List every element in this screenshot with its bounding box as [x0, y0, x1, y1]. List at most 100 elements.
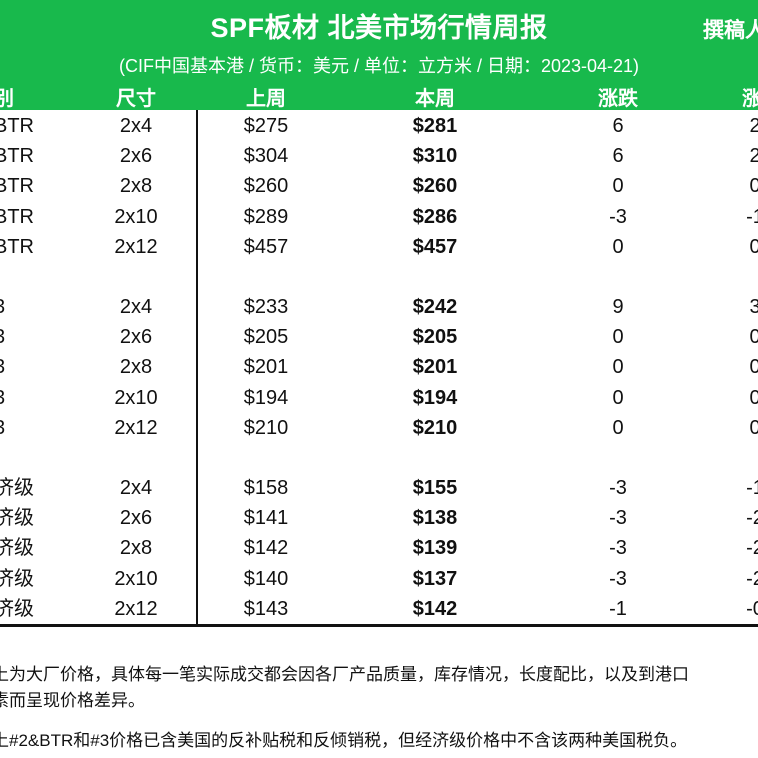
- this-week-price-cell: $139: [412, 537, 458, 560]
- size-cell: 2x10: [114, 386, 158, 409]
- change-cell: 0: [612, 356, 624, 379]
- last-week-price-cell: $210: [243, 416, 289, 439]
- change-percent-cell: 2: [749, 115, 758, 137]
- grade-cell: BTR: [0, 115, 34, 137]
- grade-cell: 3: [0, 295, 5, 319]
- change-percent-cell: 0: [749, 326, 758, 349]
- this-week-price-cell: $201: [412, 356, 458, 379]
- this-week-price-cell: $137: [412, 567, 458, 590]
- size-cell: 2x8: [119, 537, 153, 560]
- column-header-grade: 别: [0, 88, 14, 110]
- footnote-line: 素而呈现价格差异。: [0, 691, 145, 710]
- size-cell: 2x10: [114, 205, 158, 228]
- change-percent-cell: 0: [749, 235, 758, 258]
- column-header-change: 涨跌: [598, 88, 638, 110]
- last-week-price-cell: $289: [243, 205, 289, 228]
- grade-cell: 3: [0, 416, 5, 440]
- author-label: 撰稿人: [703, 19, 758, 42]
- change-percent-cell: 0: [749, 386, 758, 409]
- grade-cell: 3: [0, 325, 5, 349]
- size-cell: 2x12: [114, 416, 158, 439]
- table-bottom-border: [0, 624, 758, 627]
- change-percent-cell: 0: [749, 356, 758, 379]
- size-cell: 2x8: [119, 175, 153, 198]
- change-percent-cell: 0: [749, 175, 758, 198]
- last-week-price-cell: $141: [243, 507, 289, 530]
- size-cell: 2x4: [119, 115, 153, 137]
- table-vertical-divider: [196, 110, 198, 626]
- this-week-price-cell: $281: [412, 115, 458, 137]
- grade-cell: 济级: [0, 507, 34, 530]
- change-cell: -3: [609, 537, 627, 560]
- last-week-price-cell: $457: [243, 235, 289, 258]
- grade-cell: 济级: [0, 597, 34, 620]
- this-week-price-cell: $286: [412, 205, 458, 228]
- change-percent-cell: -2: [746, 567, 758, 590]
- this-week-price-cell: $138: [412, 507, 458, 530]
- this-week-price-cell: $142: [412, 597, 458, 620]
- grade-cell: BTR: [0, 175, 34, 198]
- last-week-price-cell: $142: [243, 537, 289, 560]
- last-week-price-cell: $201: [243, 356, 289, 379]
- column-header-last-week: 上周: [246, 88, 286, 110]
- change-cell: 0: [612, 175, 624, 198]
- change-percent-cell: -2: [746, 537, 758, 560]
- change-percent-cell: 0: [749, 416, 758, 439]
- change-cell: 0: [612, 235, 624, 258]
- report-title: SPF板材 北美市场行情周报: [210, 13, 548, 43]
- size-cell: 2x12: [114, 235, 158, 258]
- footnote-tax: 上#2&BTR和#3价格已含美国的反补贴税和反倾销税，但经济级价格中不含该两种美…: [0, 728, 758, 754]
- grade-cell: BTR: [0, 235, 34, 258]
- last-week-price-cell: $140: [243, 567, 289, 590]
- size-cell: 2x6: [119, 507, 153, 530]
- size-cell: 2x12: [114, 597, 158, 620]
- grade-cell: 3: [0, 386, 5, 410]
- change-cell: -3: [609, 507, 627, 530]
- this-week-price-cell: $194: [412, 386, 458, 409]
- change-cell: 0: [612, 326, 624, 349]
- last-week-price-cell: $158: [243, 477, 289, 499]
- last-week-price-cell: $205: [243, 326, 289, 349]
- this-week-price-cell: $242: [412, 296, 458, 318]
- grade-cell: 3: [0, 355, 5, 379]
- grade-cell: BTR: [0, 145, 34, 168]
- this-week-price-cell: $457: [412, 235, 458, 258]
- this-week-price-cell: $260: [412, 175, 458, 198]
- this-week-price-cell: $210: [412, 416, 458, 439]
- last-week-price-cell: $233: [243, 296, 289, 318]
- change-percent-cell: 3: [749, 296, 758, 318]
- change-cell: -1: [609, 597, 627, 620]
- change-cell: -3: [609, 477, 627, 499]
- change-cell: 6: [612, 115, 624, 137]
- change-cell: 9: [612, 296, 624, 318]
- change-percent-cell: -1: [746, 205, 758, 228]
- footnote-line: 上#2&BTR和#3价格已含美国的反补贴税和反倾销税，但经济级价格中不含该两种美…: [0, 731, 688, 750]
- this-week-price-cell: $310: [412, 145, 458, 168]
- this-week-price-cell: $205: [412, 326, 458, 349]
- change-cell: 6: [612, 145, 624, 168]
- column-header-size: 尺寸: [116, 88, 156, 110]
- report-subtitle: (CIF中国基本港 / 货币：美元 / 单位：立方米 / 日期：2023-04-…: [118, 56, 640, 76]
- last-week-price-cell: $275: [243, 115, 289, 137]
- grade-cell: 济级: [0, 477, 34, 499]
- report-header: SPF板材 北美市场行情周报 撰稿人 (CIF中国基本港 / 货币：美元 / 单…: [0, 0, 758, 110]
- last-week-price-cell: $143: [243, 597, 289, 620]
- change-cell: -3: [609, 205, 627, 228]
- footnote-line: 上为大厂价格，具体每一笔实际成交都会因各厂产品质量，库存情况，长度配比，以及到港…: [0, 665, 689, 684]
- last-week-price-cell: $304: [243, 145, 289, 168]
- size-cell: 2x10: [114, 567, 158, 590]
- change-percent-cell: 2: [749, 145, 758, 168]
- grade-cell: 济级: [0, 537, 34, 560]
- last-week-price-cell: $194: [243, 386, 289, 409]
- footnote-price-source: 上为大厂价格，具体每一笔实际成交都会因各厂产品质量，库存情况，长度配比，以及到港…: [0, 662, 758, 714]
- change-percent-cell: -1: [746, 477, 758, 499]
- size-cell: 2x8: [119, 356, 153, 379]
- change-cell: 0: [612, 416, 624, 439]
- last-week-price-cell: $260: [243, 175, 289, 198]
- size-cell: 2x4: [119, 296, 153, 318]
- change-percent-cell: -0: [746, 597, 758, 620]
- size-cell: 2x6: [119, 326, 153, 349]
- grade-cell: 济级: [0, 567, 34, 590]
- column-header-this-week: 本周: [415, 88, 455, 110]
- this-week-price-cell: $155: [412, 477, 458, 499]
